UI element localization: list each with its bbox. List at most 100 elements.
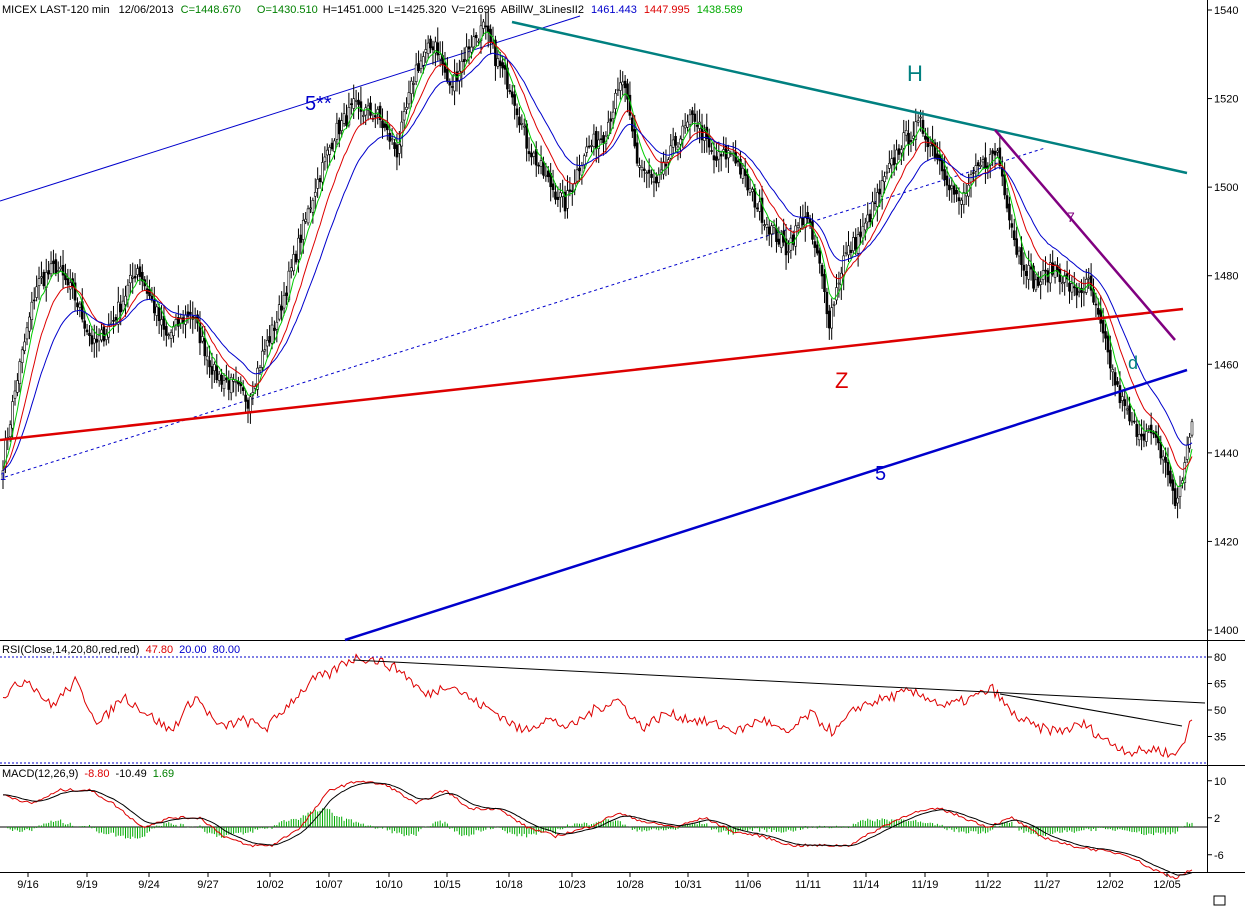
candle-body [330, 142, 334, 150]
rsi-panel: 80 65 50 35 [0, 652, 1226, 764]
candle-body [544, 174, 548, 177]
candle-body [342, 113, 346, 124]
header-ind-value-2: 1447.995 [644, 4, 690, 16]
candle-body [585, 146, 588, 153]
candle-body [198, 323, 202, 344]
candle-body [453, 73, 456, 92]
candle-body [157, 307, 161, 322]
candle-body [1111, 369, 1115, 373]
candle-body [998, 147, 1002, 167]
candle-body [808, 218, 812, 224]
candle-body [1128, 405, 1131, 422]
candle-body [328, 147, 331, 155]
candle-body [587, 145, 591, 148]
candle-body [924, 135, 927, 140]
candle-body [592, 133, 596, 147]
candle-body [25, 327, 29, 340]
candle-body [1123, 399, 1127, 407]
price-header: MICEX LAST-120 min 12/06/2013 C=1448.670 O=… [2, 4, 743, 16]
candle-body [311, 200, 315, 213]
candle-body [1101, 320, 1105, 334]
moving-averages [2, 31, 1193, 488]
macd-value: -8.80 [84, 768, 109, 780]
candle-body [614, 92, 617, 110]
candle-body [640, 166, 644, 171]
candle-body [102, 326, 106, 342]
candle-body [616, 88, 620, 91]
candle-body [643, 168, 646, 171]
candle-body [347, 106, 351, 126]
candle-body [868, 213, 872, 223]
price-axis: 1540 1520 1500 1480 1460 1440 1420 1400 [1207, 5, 1238, 637]
annotations: 5** H Z 5 d 7 1 [0, 61, 1138, 485]
macd-tick-label: 2 [1214, 813, 1220, 825]
candle-body [1010, 223, 1014, 228]
candle-body [155, 306, 159, 316]
candle-body [1060, 282, 1064, 285]
candle-body [210, 366, 214, 375]
candle-body [208, 360, 211, 368]
header-ind-value-3: 1438.589 [697, 4, 743, 16]
candle-body [926, 136, 930, 148]
trendlines-front [0, 20, 1188, 642]
candle-body [225, 377, 228, 381]
candle-body [645, 172, 649, 174]
rsi-tick-label: 65 [1214, 679, 1226, 691]
candle-body [1173, 488, 1177, 506]
candle-body [169, 332, 173, 339]
candle-body [460, 60, 464, 74]
candle-body [333, 140, 336, 152]
candle-body [703, 130, 706, 141]
macd-signal-line [3, 782, 1193, 876]
candle-body [880, 180, 884, 197]
candle-body [246, 399, 250, 409]
candle-body [748, 188, 752, 193]
candle-body [407, 92, 411, 105]
candle-body [131, 276, 135, 279]
candle-body [364, 107, 368, 116]
scroll-box[interactable] [1213, 895, 1226, 906]
candle-body [842, 255, 846, 276]
candle-body [866, 214, 870, 223]
macd-hist: 1.69 [153, 768, 174, 780]
candle-body [765, 224, 769, 228]
candle-body [856, 234, 860, 254]
candle-body [820, 264, 824, 277]
candle-body [1145, 431, 1148, 442]
candle-body [1029, 266, 1033, 270]
candle-body [599, 138, 603, 141]
price-tick-label: 1400 [1214, 625, 1238, 637]
candle-body [912, 135, 915, 139]
candle-body [945, 175, 949, 186]
candle-body [513, 94, 516, 106]
candle-body [294, 253, 298, 263]
candle-body [1092, 289, 1095, 303]
candle-body [40, 276, 43, 279]
candle-body [124, 295, 127, 305]
candle-body [258, 367, 262, 372]
candle-body [652, 181, 656, 183]
candle-body [873, 202, 877, 205]
candle-body [97, 335, 101, 342]
x-tick-label: 9/27 [197, 879, 218, 891]
macd-panel: 10 2 -6 [0, 776, 1226, 880]
candle-body [85, 329, 89, 333]
candle-body [362, 115, 365, 117]
candle-body [796, 225, 800, 229]
candle-body [950, 185, 954, 189]
candle-body [201, 336, 204, 342]
x-tick-label: 10/31 [674, 879, 702, 891]
candle-body [1012, 230, 1016, 241]
candle-body [561, 192, 564, 197]
candle-body [772, 225, 776, 228]
candle-body [1130, 420, 1134, 423]
candle-body [904, 130, 908, 136]
candle-body [261, 350, 264, 368]
candle-body [794, 225, 797, 247]
candle-body [602, 135, 605, 144]
candle-body [467, 46, 471, 50]
candle-body [256, 367, 259, 390]
candle-body [758, 201, 761, 212]
candle-body [532, 152, 536, 157]
candle-body [671, 139, 675, 148]
